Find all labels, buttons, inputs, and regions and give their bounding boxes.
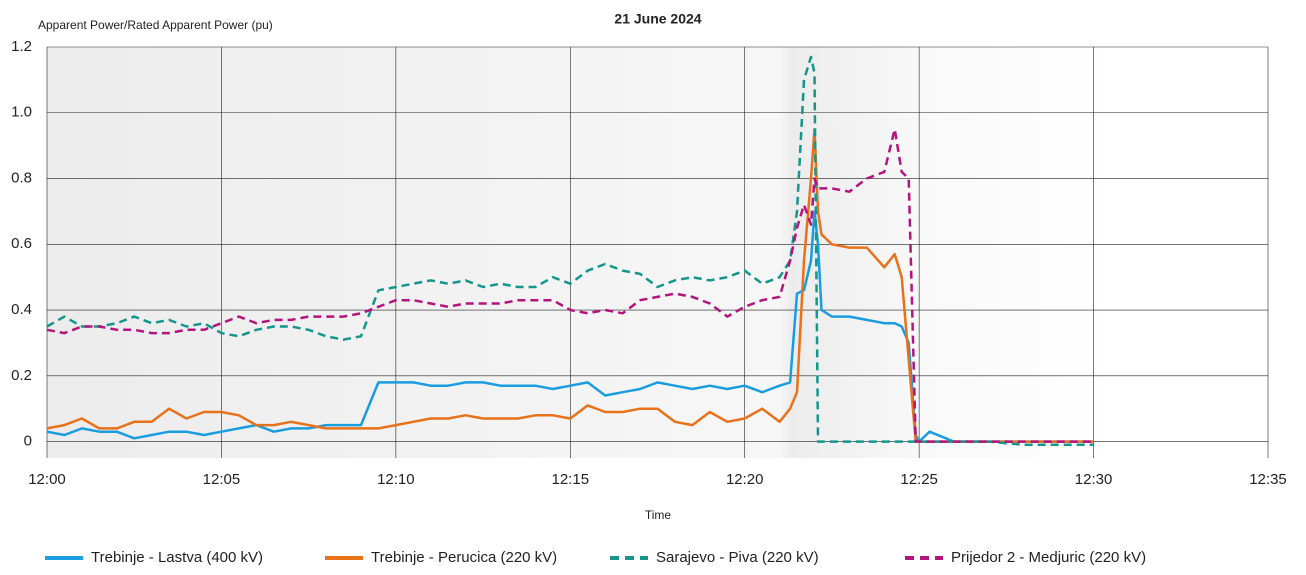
series-line [46, 127, 1094, 443]
y-axis-label: Apparent Power/Rated Apparent Power (pu) [38, 18, 273, 32]
x-tick-label: 12:05 [203, 471, 241, 488]
y-tick-label: 0.8 [11, 169, 32, 186]
x-axis-label: Time [645, 508, 672, 522]
y-tick-label: 0.6 [11, 235, 32, 252]
plot-background [47, 47, 1268, 458]
x-tick-label: 12:00 [28, 471, 66, 488]
x-tick-label: 12:30 [1075, 471, 1113, 488]
x-tick-label: 12:10 [377, 471, 415, 488]
y-tick-label: 1.2 [11, 38, 32, 55]
legend-label: Trebinje - Perucica (220 kV) [371, 549, 557, 566]
legend-label: Sarajevo - Piva (220 kV) [656, 549, 819, 566]
y-tick-label: 0.2 [11, 367, 32, 384]
series-line [46, 127, 1094, 443]
chart-title: 21 June 2024 [614, 11, 701, 27]
y-tick-label: 0 [24, 433, 32, 450]
legend-label: Prijedor 2 - Medjuric (220 kV) [951, 549, 1146, 566]
x-tick-label: 12:20 [726, 471, 764, 488]
x-tick-label: 12:15 [552, 471, 590, 488]
x-tick-label: 12:25 [900, 471, 938, 488]
series-line [46, 55, 1094, 447]
x-tick-label: 12:35 [1249, 471, 1287, 488]
series-line [46, 210, 1094, 443]
legend-label: Trebinje - Lastva (400 kV) [91, 549, 263, 566]
y-tick-label: 0.4 [11, 301, 32, 318]
y-tick-label: 1.0 [11, 104, 32, 121]
